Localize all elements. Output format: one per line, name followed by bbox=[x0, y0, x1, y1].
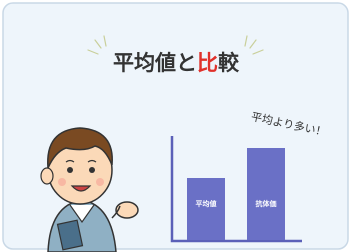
title: 平均値と比較 bbox=[113, 51, 240, 75]
bar-label: 抗体価 bbox=[256, 199, 277, 208]
title-highlight: 比 bbox=[197, 51, 218, 75]
bar bbox=[187, 178, 225, 240]
page: {"header": {"title": {"parts": ["平均値と", … bbox=[0, 0, 351, 252]
bar-label: 平均値 bbox=[196, 199, 217, 208]
bar bbox=[247, 148, 285, 240]
title-part: 平均値と bbox=[113, 51, 197, 75]
illustration-card: 平均値と比較 平均値 抗体価 平均より多い！ bbox=[0, 0, 351, 252]
title-part: 較 bbox=[218, 51, 240, 75]
